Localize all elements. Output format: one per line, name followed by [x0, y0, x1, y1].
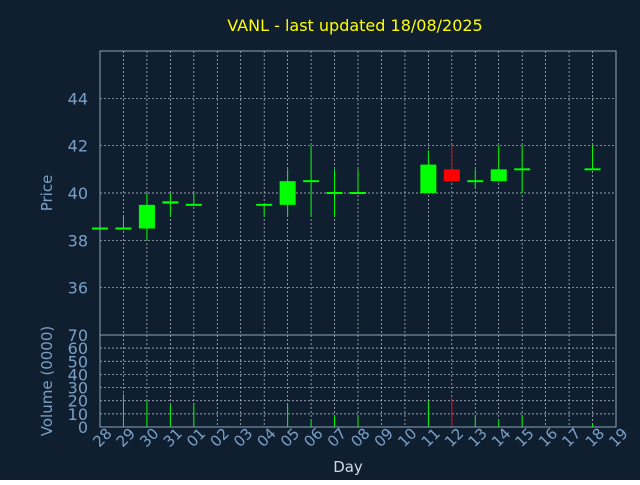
volume-tick-label: 70 — [68, 326, 88, 345]
volume-tick-label: 60 — [68, 339, 88, 358]
candle-body — [514, 168, 531, 171]
volume-tick-label: 0 — [78, 418, 88, 437]
candle-body — [185, 203, 202, 206]
candle-body — [420, 164, 437, 193]
candle-body — [443, 169, 460, 182]
price-tick-label: 40 — [68, 184, 88, 203]
candles — [92, 145, 601, 241]
candle-body — [326, 192, 343, 194]
volume-tick-label: 10 — [68, 405, 88, 424]
candle-body — [584, 168, 601, 171]
candle-body — [138, 204, 155, 229]
candle-body — [350, 192, 366, 194]
price-tick-label: 36 — [68, 279, 88, 298]
candle-body — [115, 227, 132, 230]
candle-body — [467, 180, 484, 183]
candle-body — [162, 201, 179, 204]
volume-tick-label: 20 — [68, 392, 88, 411]
price-tick-labels: 36 38 40 42 44 — [68, 89, 88, 297]
volume-bars — [122, 394, 594, 427]
volume-tick-label: 40 — [68, 365, 88, 384]
volume-axis-label: Volume (0000) — [38, 326, 56, 436]
price-tick-label: 42 — [68, 137, 88, 156]
price-tick-label: 38 — [68, 231, 88, 250]
candle-body — [303, 180, 320, 183]
x-tick-labels: 2829303101020304050607080910111213141516… — [89, 425, 631, 451]
price-tick-label: 44 — [68, 89, 88, 108]
volume-panel-frame — [99, 334, 617, 428]
price-axis-label: Price — [38, 175, 56, 212]
chart-title: VANL - last updated 18/08/2025 — [227, 16, 482, 35]
candle-body — [256, 203, 273, 206]
volume-tick-label: 50 — [68, 352, 88, 371]
volume-tick-label: 30 — [68, 379, 88, 398]
candle-body — [490, 169, 507, 182]
candle-body — [279, 181, 296, 205]
x-axis-label: Day — [333, 458, 363, 476]
